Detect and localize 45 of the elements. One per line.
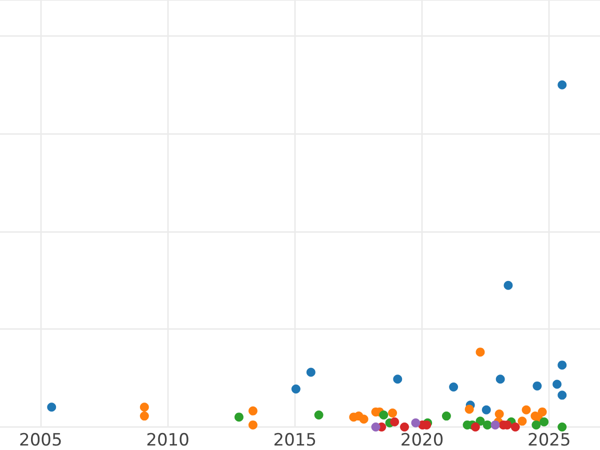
point — [496, 374, 505, 384]
point — [449, 382, 458, 392]
point — [532, 420, 541, 430]
point — [482, 420, 492, 430]
point — [234, 412, 244, 422]
point — [47, 402, 56, 412]
point — [490, 420, 500, 430]
point — [482, 405, 491, 414]
point — [558, 390, 567, 400]
point — [558, 80, 567, 90]
point — [359, 414, 368, 424]
point — [504, 280, 513, 290]
point — [314, 410, 324, 420]
point — [442, 412, 451, 421]
point — [306, 368, 316, 377]
point — [411, 418, 420, 428]
point — [522, 405, 531, 414]
point — [494, 410, 504, 418]
point — [379, 410, 388, 420]
point — [532, 381, 542, 390]
point — [476, 348, 485, 357]
point — [140, 402, 149, 412]
point — [291, 384, 300, 394]
point — [558, 422, 567, 432]
point — [248, 420, 258, 430]
point — [248, 406, 258, 416]
x-tick-label: 2015 — [273, 430, 317, 450]
point — [390, 417, 400, 426]
point — [552, 380, 562, 389]
x-tick-label: 2010 — [146, 430, 190, 450]
point — [538, 407, 547, 416]
x-tick-label: 2020 — [400, 430, 444, 450]
point — [400, 422, 409, 432]
point — [464, 404, 474, 414]
point — [510, 422, 520, 432]
x-tick-label: 2025 — [528, 430, 571, 450]
point — [470, 422, 480, 432]
x-tick-label: 2005 — [19, 430, 62, 450]
point — [388, 408, 398, 418]
point — [518, 416, 527, 426]
point — [371, 422, 380, 432]
point — [393, 374, 402, 384]
point — [540, 417, 549, 426]
point — [140, 412, 149, 421]
point — [558, 360, 567, 370]
